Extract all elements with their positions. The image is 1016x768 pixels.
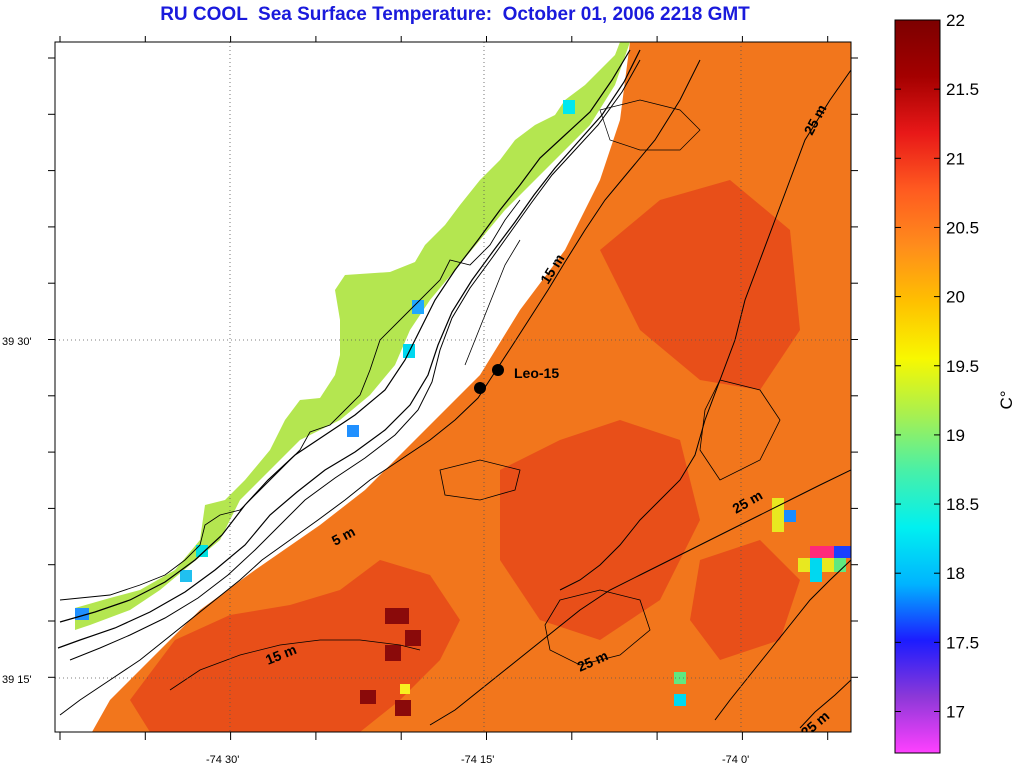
hot-sst-pixel [385,608,409,624]
cool-sst-pixel [412,300,424,314]
longitude-tick-label: -74 30' [206,754,239,766]
longitude-tick-label: -74 15' [461,754,494,766]
hot-sst-pixel [405,630,421,646]
nearshore-sst-band [75,42,630,630]
warm-sst-zone [600,180,800,390]
anomaly-sst-pixel [810,546,834,558]
colorbar-tick-label: 21.5 [946,80,979,99]
colorbar-tick-label: 19 [946,426,965,445]
barrier-island-outline [57,49,641,649]
latitude-tick-label: 39 15' [2,674,32,686]
bathymetry-contour [544,589,651,666]
cool-sst-pixel [563,100,575,114]
colorbar-tick-label: 20 [946,288,965,307]
colorbar-tick-label: 19.5 [946,357,979,376]
coastline [59,49,631,623]
bathymetry-contour [599,99,701,151]
map-title: RU COOL Sea Surface Temperature: October… [160,4,750,25]
isobath-25m [799,679,851,729]
colorbar-unit-label: C° [997,390,1016,409]
map-plot-area: Leo-15 25 m 15 m 5 m 15 m 25 m 25 m 25 m [55,42,851,732]
isobath-25m [429,469,851,726]
anomaly-sst-pixel [674,694,686,706]
hot-sst-pixel [395,700,411,716]
colorbar-tick-label: 18.5 [946,495,979,514]
hot-sst-pixel [385,645,401,661]
longitude-tick-label: -74 0' [722,754,749,766]
colorbar [894,19,941,754]
colorbar-tick-label: 20.5 [946,218,979,237]
station-marker [474,382,486,394]
anomaly-sst-pixel [772,498,784,532]
bathymetry-contour [439,459,521,501]
bathymetry-contour [699,379,781,481]
hot-sst-pixel [360,690,376,704]
isobath-25m [714,559,851,721]
warm-sst-zone [690,540,800,660]
colorbar-ticks: 22 21.5 21 20.5 20 19.5 19 18.5 18 17.5 17 [895,11,979,722]
latitude-tick-label: 39 30' [2,336,32,348]
colorbar-tick-label: 22 [946,11,965,30]
station-marker [492,364,504,376]
colorbar-tick-label: 17.5 [946,633,979,652]
isobath-5m [69,59,641,661]
anomaly-sst-pixel [834,546,851,558]
anomaly-sst-pixel [400,684,410,694]
warm-sst-zone [500,420,700,640]
anomaly-sst-pixel [798,558,810,572]
anomaly-sst-pixel [822,558,834,572]
isobath-15m [169,639,421,691]
warm-sst-zone [130,560,460,732]
anomaly-sst-pixel [834,558,846,572]
cool-sst-pixel [196,545,208,557]
colorbar-tick-label: 17 [946,703,965,722]
colorbar-tick-label: 21 [946,149,965,168]
axis-ticks [48,36,858,740]
anomaly-sst-pixel [784,510,796,522]
station-label: Leo-15 [514,365,559,381]
isobath-25m [559,69,851,591]
cool-sst-pixel [347,425,359,437]
inland-shoreline [59,199,521,601]
cool-sst-pixel [180,570,192,582]
colorbar-tick-label: 18 [946,564,965,583]
isobath-15m [59,59,701,716]
map-frame [54,41,852,733]
anomaly-sst-pixel [810,558,822,582]
isobath-15m [464,239,521,366]
